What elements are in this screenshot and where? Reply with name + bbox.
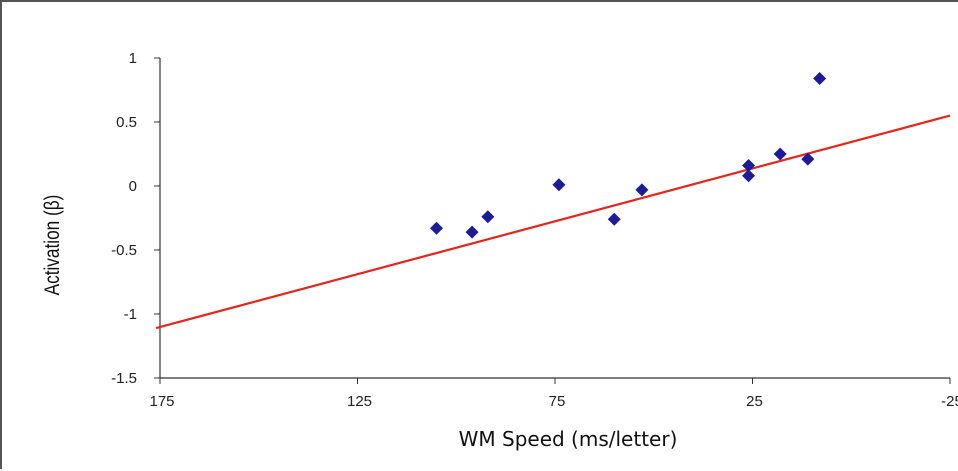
data-point: [465, 225, 479, 239]
x-tick-label: 175: [149, 393, 174, 410]
y-tick-label: -0.5: [111, 242, 137, 259]
x-tick-label: 125: [347, 393, 372, 410]
data-point: [801, 152, 815, 166]
data-point: [773, 147, 787, 161]
data-point: [552, 178, 566, 192]
y-axis-ticks: 1 0.5 0 -0.5 -1 -1.5: [111, 50, 160, 387]
y-tick-label: 0.5: [116, 114, 137, 131]
data-point: [742, 169, 756, 183]
y-tick-label: -1.5: [111, 370, 137, 387]
x-tick-label: -25: [941, 393, 958, 410]
y-axis-title: Activation (β): [42, 195, 65, 296]
data-point: [607, 212, 621, 226]
data-points: [430, 71, 827, 239]
x-axis-ticks: 175 125 75 25 -25: [149, 378, 958, 410]
data-point: [742, 159, 756, 173]
x-axis-title: WM Speed (ms/letter): [459, 427, 678, 451]
data-point: [813, 71, 827, 85]
y-tick-label: -1: [124, 306, 137, 323]
x-tick-label: 75: [549, 393, 566, 410]
axes: [159, 58, 950, 379]
y-tick-label: 0: [129, 178, 137, 195]
data-point: [481, 210, 495, 224]
data-point: [430, 221, 443, 235]
x-tick-label: 25: [746, 393, 763, 410]
data-point: [635, 183, 649, 197]
trendline-layer: [155, 114, 951, 330]
y-tick-label: 1: [129, 50, 137, 67]
trendline: [155, 114, 951, 330]
